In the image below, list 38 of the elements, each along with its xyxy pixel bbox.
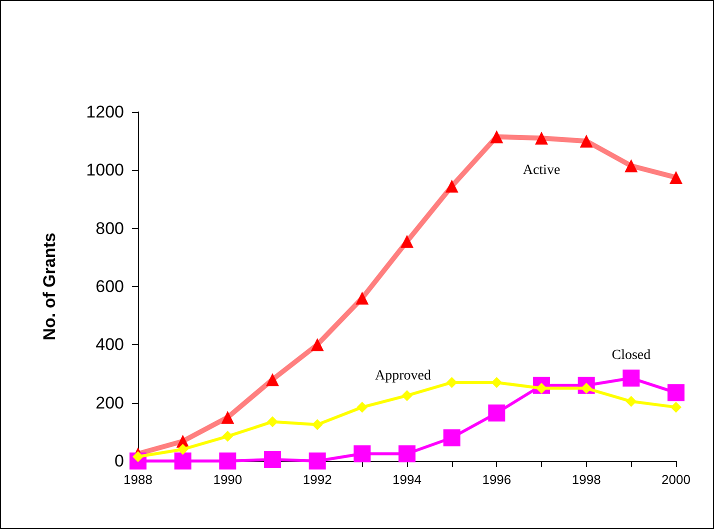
y-tick-label: 600 xyxy=(96,277,124,296)
point xyxy=(402,390,412,402)
point xyxy=(488,404,506,422)
point xyxy=(312,419,323,430)
y-tick-label: 1200 xyxy=(86,102,124,122)
point xyxy=(668,384,684,402)
y-axis-title: No. of Grants xyxy=(40,232,59,340)
point xyxy=(356,402,368,413)
x-tick-label: 1996 xyxy=(482,472,512,487)
point xyxy=(491,376,502,388)
x-tick-label: 1990 xyxy=(213,472,242,487)
point xyxy=(308,452,326,470)
y-tick-label: 1000 xyxy=(86,160,124,180)
x-tick-label: 1994 xyxy=(392,472,422,487)
y-tick-label: 400 xyxy=(96,335,124,354)
point xyxy=(177,444,188,455)
x-tick-label: 1992 xyxy=(302,472,332,487)
x-tick-label: 1998 xyxy=(572,472,601,487)
point xyxy=(446,376,458,388)
y-tick-label: 200 xyxy=(96,393,124,412)
point xyxy=(354,445,371,462)
y-tick-label: 0 xyxy=(114,452,124,470)
point xyxy=(622,370,640,387)
series-label: Closed xyxy=(612,348,651,364)
point xyxy=(443,429,460,446)
point xyxy=(174,452,192,470)
x-tick-label: 1988 xyxy=(124,472,152,487)
series-label: Active xyxy=(522,163,560,178)
point xyxy=(626,396,637,407)
point xyxy=(398,445,416,462)
point xyxy=(670,402,682,413)
y-tick-label: 800 xyxy=(96,218,124,238)
series-label: Approved xyxy=(375,368,431,384)
point xyxy=(219,452,236,470)
point xyxy=(267,416,278,428)
x-tick-label: 2000 xyxy=(662,472,690,487)
point xyxy=(264,451,281,468)
point xyxy=(222,430,234,442)
